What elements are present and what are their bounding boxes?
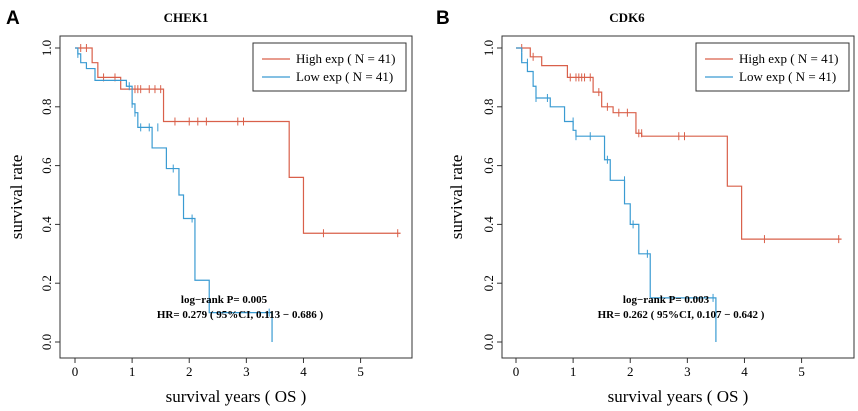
logrank-p-b: log−rank P= 0.003 (623, 294, 710, 306)
legend-a: High exp ( N = 41) Low exp ( N = 41) (252, 42, 407, 92)
plot-frame-b (501, 35, 855, 359)
x-tick-label-a: 2 (186, 364, 193, 379)
chart-title-b: CDK6 (609, 10, 645, 25)
legend-box-a (252, 42, 407, 92)
logrank-p-a: log−rank P= 0.005 (181, 294, 268, 306)
y-axis-label-a: survival rate (7, 155, 26, 240)
x-tick-label-b: 1 (570, 364, 577, 379)
legend-label-high-a: High exp ( N = 41) (296, 51, 395, 66)
panel-label-a: A (6, 8, 20, 29)
km-curve-low-b (516, 47, 717, 342)
x-tick-label-b: 3 (684, 364, 691, 379)
x-axis-label-a: survival years ( OS ) (166, 387, 307, 406)
y-tick-label-a: 0.2 (39, 275, 54, 291)
chart-title-a: CHEK1 (164, 10, 209, 25)
panel-b: B CDK6 0.0 0.2 0.4 0.6 0.8 1.0 0 1 2 3 4 5 surviva… (436, 8, 855, 406)
y-tick-label-a: 0.0 (39, 334, 54, 350)
y-axis-a: 0.0 0.2 0.4 0.6 0.8 1.0 (39, 40, 60, 350)
x-tick-label-a: 0 (72, 364, 79, 379)
legend-label-low-a: Low exp ( N = 41) (296, 69, 393, 84)
x-axis-b: 0 1 2 3 4 5 (513, 358, 805, 379)
x-axis-a: 0 1 2 3 4 5 (72, 358, 364, 379)
y-tick-label-b: 0.0 (481, 334, 496, 350)
x-tick-label-b: 2 (627, 364, 634, 379)
legend-b: High exp ( N = 41) Low exp ( N = 41) (695, 42, 850, 92)
y-tick-label-b: 1.0 (481, 40, 496, 56)
y-tick-label-a: 0.4 (39, 216, 54, 233)
x-tick-label-a: 4 (300, 364, 307, 379)
x-tick-label-a: 1 (129, 364, 136, 379)
panel-a: A CHEK1 0.0 0.2 0.4 0.6 0.8 1.0 0 1 2 3 4 5 surviv… (6, 8, 413, 406)
x-tick-label-a: 3 (243, 364, 250, 379)
legend-label-high-b: High exp ( N = 41) (739, 51, 838, 66)
y-tick-label-a: 1.0 (39, 40, 54, 56)
hazard-ratio-b: HR= 0.262 ( 95%CI, 0.107 − 0.642 ) (598, 309, 765, 321)
km-curve-low-a (75, 47, 273, 342)
y-tick-label-b: 0.4 (481, 216, 496, 233)
km-curve-high-a (75, 47, 401, 234)
legend-box-b (695, 42, 850, 92)
x-tick-label-b: 0 (513, 364, 520, 379)
y-tick-label-a: 0.6 (39, 157, 54, 174)
hazard-ratio-a: HR= 0.279 ( 95%CI, 0.113 − 0.686 ) (157, 309, 324, 321)
x-tick-label-a: 5 (357, 364, 364, 379)
x-tick-label-b: 5 (798, 364, 805, 379)
panel-label-b: B (436, 8, 450, 29)
y-axis-b: 0.0 0.2 0.4 0.6 0.8 1.0 (481, 40, 502, 350)
x-axis-label-b: survival years ( OS ) (608, 387, 749, 406)
y-axis-label-b: survival rate (447, 155, 466, 240)
plot-frame-a (59, 35, 413, 359)
km-curves-a (75, 44, 401, 342)
km-curves-b (516, 44, 842, 342)
y-tick-label-b: 0.8 (481, 99, 496, 115)
legend-label-low-b: Low exp ( N = 41) (739, 69, 836, 84)
y-tick-label-b: 0.6 (481, 157, 496, 174)
x-tick-label-b: 4 (741, 364, 748, 379)
y-tick-label-b: 0.2 (481, 275, 496, 291)
y-tick-label-a: 0.8 (39, 99, 54, 115)
